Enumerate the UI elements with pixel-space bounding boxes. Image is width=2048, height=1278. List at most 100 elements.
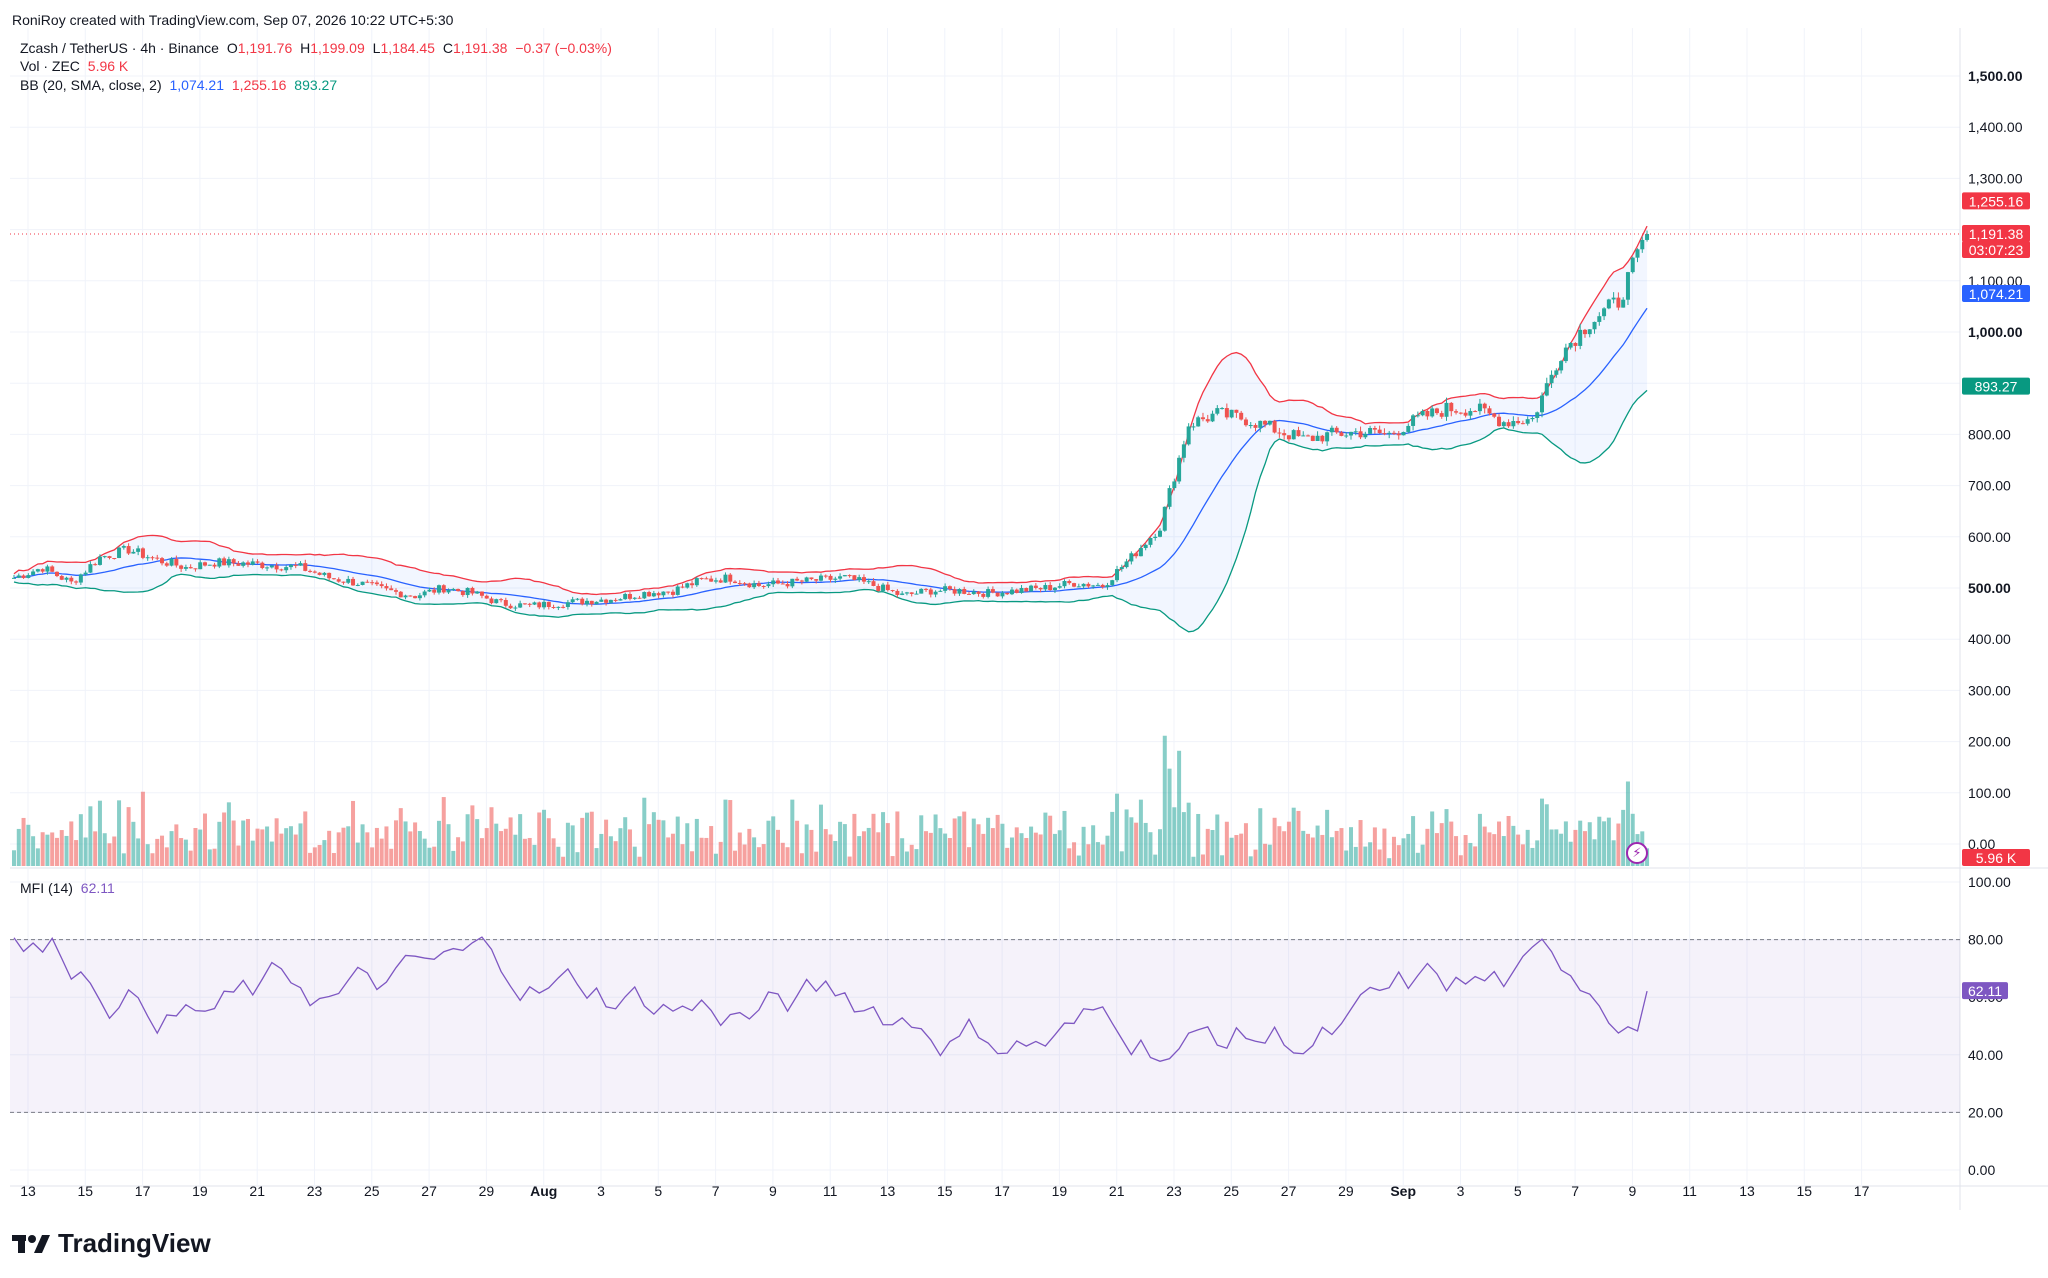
volume-bar [1033, 832, 1038, 866]
volume-bar [1482, 826, 1487, 866]
price-badge [1962, 285, 2030, 303]
volume-bar [212, 848, 217, 866]
candle-body [575, 598, 580, 600]
volume-bar [499, 831, 504, 866]
volume-bar [967, 847, 971, 866]
time-tick-label: 17 [135, 1183, 151, 1199]
candle-body [241, 562, 246, 566]
candle-body [479, 591, 484, 596]
mfi-tick-label: 40.00 [1968, 1047, 2003, 1063]
volume-bar [1606, 817, 1611, 866]
candle-body [436, 585, 441, 593]
volume-bar [728, 800, 733, 866]
candle-body [451, 588, 456, 591]
candle-body [169, 558, 174, 566]
volume-bar [818, 804, 823, 866]
candle-body [1411, 415, 1416, 426]
volume-bar [1272, 817, 1277, 866]
time-tick-label: 21 [1109, 1183, 1125, 1199]
candle-body [503, 600, 508, 606]
volume-bar [1052, 833, 1057, 866]
volume-bar [1306, 833, 1311, 866]
price-tick-label: 100.00 [1968, 785, 2011, 801]
candle-body [976, 591, 981, 594]
candle-body [489, 598, 494, 604]
bb-label[interactable]: BB (20, SMA, close, 2) [20, 77, 162, 93]
candle-body [742, 583, 747, 585]
volume-bar [470, 805, 475, 866]
volume-bar [1587, 822, 1592, 866]
volume-bar [599, 833, 604, 866]
volume-bar [1544, 804, 1549, 866]
volume-bar [685, 823, 690, 866]
volume-bar [441, 797, 446, 866]
volume-bar [866, 827, 871, 866]
volume-bar [1100, 844, 1105, 866]
lightning-icon[interactable]: ⚡ [1626, 842, 1648, 864]
candle-body [1468, 411, 1473, 416]
candle-body [274, 565, 279, 570]
candle-body [1320, 435, 1325, 442]
price-tick-label: 1,100.00 [1968, 273, 2023, 289]
volume-bar [694, 818, 699, 866]
candle-body [1019, 588, 1024, 593]
candle-body [1310, 435, 1315, 441]
volume-bar [250, 840, 255, 866]
candle-body [1267, 420, 1272, 425]
candle-body [790, 578, 795, 587]
candle-body [293, 564, 298, 566]
candle-body [226, 559, 231, 566]
volume-bar [1578, 820, 1583, 866]
candle-body [1239, 412, 1244, 420]
volume-bar [460, 841, 465, 866]
volume-bar [1387, 858, 1392, 866]
candle-body [331, 578, 336, 580]
volume-bar [1597, 816, 1602, 866]
candle-body [1573, 342, 1578, 346]
volume-bar [513, 834, 518, 866]
candle-body [718, 580, 723, 583]
volume-bar [1115, 793, 1120, 866]
volume-bar [436, 820, 441, 866]
candle-body [852, 575, 857, 580]
volume-bar [35, 848, 40, 866]
volume-bar [1611, 840, 1616, 866]
volume-bar [1181, 812, 1186, 866]
candle-body [1616, 297, 1621, 308]
candle-body [728, 574, 733, 582]
candle-body [986, 589, 991, 597]
volume-bar [909, 844, 914, 866]
volume-legend: Vol · ZEC 5.96 K [20, 58, 132, 74]
symbol-title[interactable]: Zcash / TetherUS · 4h · Binance [20, 40, 219, 56]
candle-body [680, 586, 685, 588]
volume-bar [427, 847, 432, 866]
candle-body [866, 581, 871, 583]
volume-bar [1630, 813, 1635, 866]
candle-body [1243, 419, 1248, 426]
candle-body [31, 571, 36, 576]
candle-body [1153, 536, 1158, 538]
candle-body [136, 548, 141, 552]
candle-body [384, 586, 389, 589]
mfi-label[interactable]: MFI (14) [20, 880, 73, 896]
candle-body [1401, 431, 1406, 436]
candle-body [537, 602, 542, 608]
mfi-legend: MFI (14) 62.11 [20, 880, 119, 896]
candle-body [413, 596, 418, 599]
candle-body [814, 579, 819, 581]
volume-bar [871, 813, 876, 866]
price-tick-label: 800.00 [1968, 426, 2011, 442]
price-tick-label: 500.00 [1968, 580, 2011, 596]
volume-bar [1196, 813, 1201, 866]
volume-bar [12, 850, 16, 866]
candle-body [1339, 432, 1344, 436]
candle-body [1263, 420, 1268, 425]
volume-bar [112, 836, 117, 866]
candle-body [556, 606, 561, 608]
candle-body [389, 588, 394, 591]
candle-body [733, 581, 738, 584]
candle-body [222, 558, 227, 566]
volume-label[interactable]: Vol · ZEC [20, 58, 80, 74]
volume-bar [1148, 832, 1153, 866]
